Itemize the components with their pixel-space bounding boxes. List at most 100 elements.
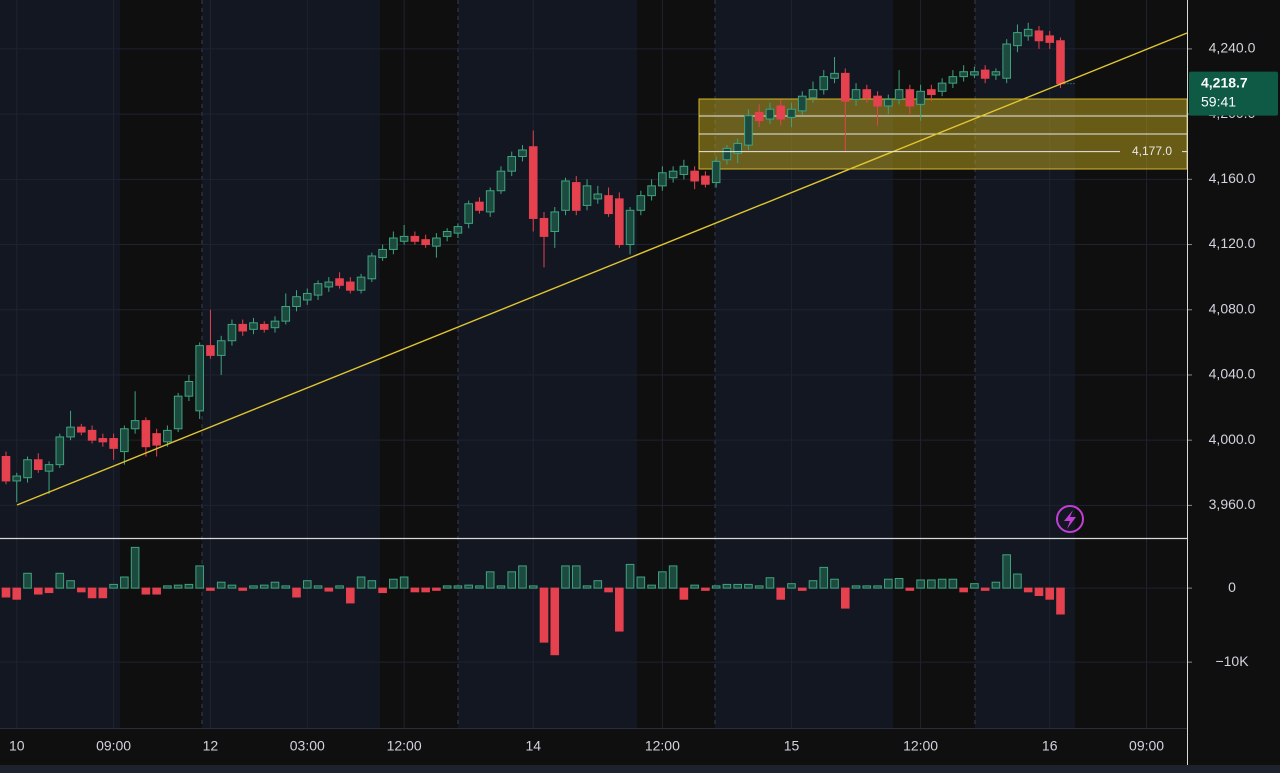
candle-body xyxy=(432,237,441,247)
delta-bar xyxy=(259,584,269,589)
candle-body xyxy=(195,345,204,412)
candle-body xyxy=(970,71,979,76)
delta-bar xyxy=(141,587,151,595)
x-tick-label: 12:00 xyxy=(645,738,680,754)
delta-bar xyxy=(324,587,334,592)
candle-body xyxy=(959,71,968,78)
candle-body xyxy=(378,248,387,259)
candle-body xyxy=(894,89,904,100)
delta-bar xyxy=(604,587,613,593)
candle-body xyxy=(12,475,22,482)
candle-body xyxy=(453,226,463,234)
candle-body xyxy=(421,239,430,246)
candle-body xyxy=(518,149,527,158)
delta-bar xyxy=(1045,587,1055,600)
y-tick-label: 4,040.0 xyxy=(1209,366,1256,382)
x-tick-label: 10 xyxy=(9,738,25,754)
candle-body xyxy=(636,195,646,211)
delta-bar xyxy=(550,587,560,656)
delta-bar xyxy=(152,587,161,595)
candle-body xyxy=(410,235,420,242)
delta-bar xyxy=(238,587,248,591)
candle-body xyxy=(808,89,818,99)
candle-body xyxy=(830,72,839,79)
delta-bar xyxy=(496,585,506,589)
delta-bar xyxy=(130,546,140,589)
candle-body xyxy=(744,115,753,146)
delta-bar xyxy=(464,584,473,589)
delta-bar xyxy=(701,587,710,591)
delta-bar xyxy=(873,585,882,589)
alert-icon[interactable] xyxy=(1056,505,1084,533)
delta-bar xyxy=(346,587,355,604)
candle-body xyxy=(238,323,248,332)
x-tick-label: 12:00 xyxy=(387,738,422,754)
delta-bar xyxy=(518,565,527,589)
axis-panel xyxy=(1187,0,1280,773)
candle-body xyxy=(851,89,861,100)
delta-bar xyxy=(937,578,947,589)
candle-body xyxy=(1056,40,1065,85)
candle-body xyxy=(496,170,506,192)
candle-body xyxy=(98,438,108,443)
delta-bar xyxy=(421,587,430,593)
candle-body xyxy=(625,209,635,246)
candle-body xyxy=(259,323,269,330)
candle-body xyxy=(292,296,301,307)
candle-body xyxy=(313,283,323,296)
candle-body xyxy=(615,198,624,246)
candle-body xyxy=(33,459,43,471)
delta-bar xyxy=(884,578,893,589)
y-tick-label: −10K xyxy=(1215,653,1249,669)
delta-bar xyxy=(840,587,850,609)
delta-bar xyxy=(679,587,689,600)
delta-bar xyxy=(733,583,742,589)
candle-body xyxy=(711,160,721,184)
x-tick-label: 09:00 xyxy=(96,738,131,754)
x-tick-label: 15 xyxy=(784,738,800,754)
candle-body xyxy=(389,237,398,250)
candle-body xyxy=(173,395,183,430)
delta-bar xyxy=(830,578,839,589)
delta-bar xyxy=(184,583,194,589)
candle-body xyxy=(1013,32,1022,47)
x-tick-label: 09:00 xyxy=(1129,738,1164,754)
candle-body xyxy=(1034,30,1044,42)
delta-bar xyxy=(625,563,635,589)
candle-body xyxy=(109,438,118,449)
delta-bar xyxy=(528,585,538,589)
alert-circle[interactable] xyxy=(1056,505,1084,533)
candle-body xyxy=(442,231,452,237)
candle-body xyxy=(797,95,807,112)
delta-bar xyxy=(776,587,786,600)
delta-bar xyxy=(475,585,484,589)
candle-body xyxy=(77,426,86,433)
delta-bar xyxy=(507,571,517,589)
candle-body xyxy=(561,180,570,211)
delta-bar xyxy=(1,587,11,598)
candle-body xyxy=(23,459,32,479)
delta-bar xyxy=(389,578,398,589)
candle-body xyxy=(302,292,312,301)
candle-body xyxy=(916,90,925,105)
delta-bar xyxy=(916,579,925,589)
candle-body xyxy=(1023,28,1033,37)
x-tick-label: 14 xyxy=(525,738,541,754)
delta-bar xyxy=(453,585,463,589)
scrollbar xyxy=(0,765,1280,773)
candle-body xyxy=(539,217,549,237)
delta-bar xyxy=(1013,573,1022,589)
candle-body xyxy=(754,111,764,122)
trendline[interactable] xyxy=(16,32,1188,506)
delta-bar xyxy=(980,587,990,591)
delta-bar xyxy=(356,576,366,589)
candle-body xyxy=(163,429,172,443)
delta-bar xyxy=(206,587,215,591)
session-band xyxy=(120,0,202,728)
alert-bolt[interactable] xyxy=(1064,510,1076,529)
x-tick-label: 03:00 xyxy=(290,738,325,754)
candle-body xyxy=(528,146,538,219)
candle-body xyxy=(582,185,592,206)
delta-bar xyxy=(120,576,129,589)
last-price-label: 4,218.7 xyxy=(1201,74,1248,90)
